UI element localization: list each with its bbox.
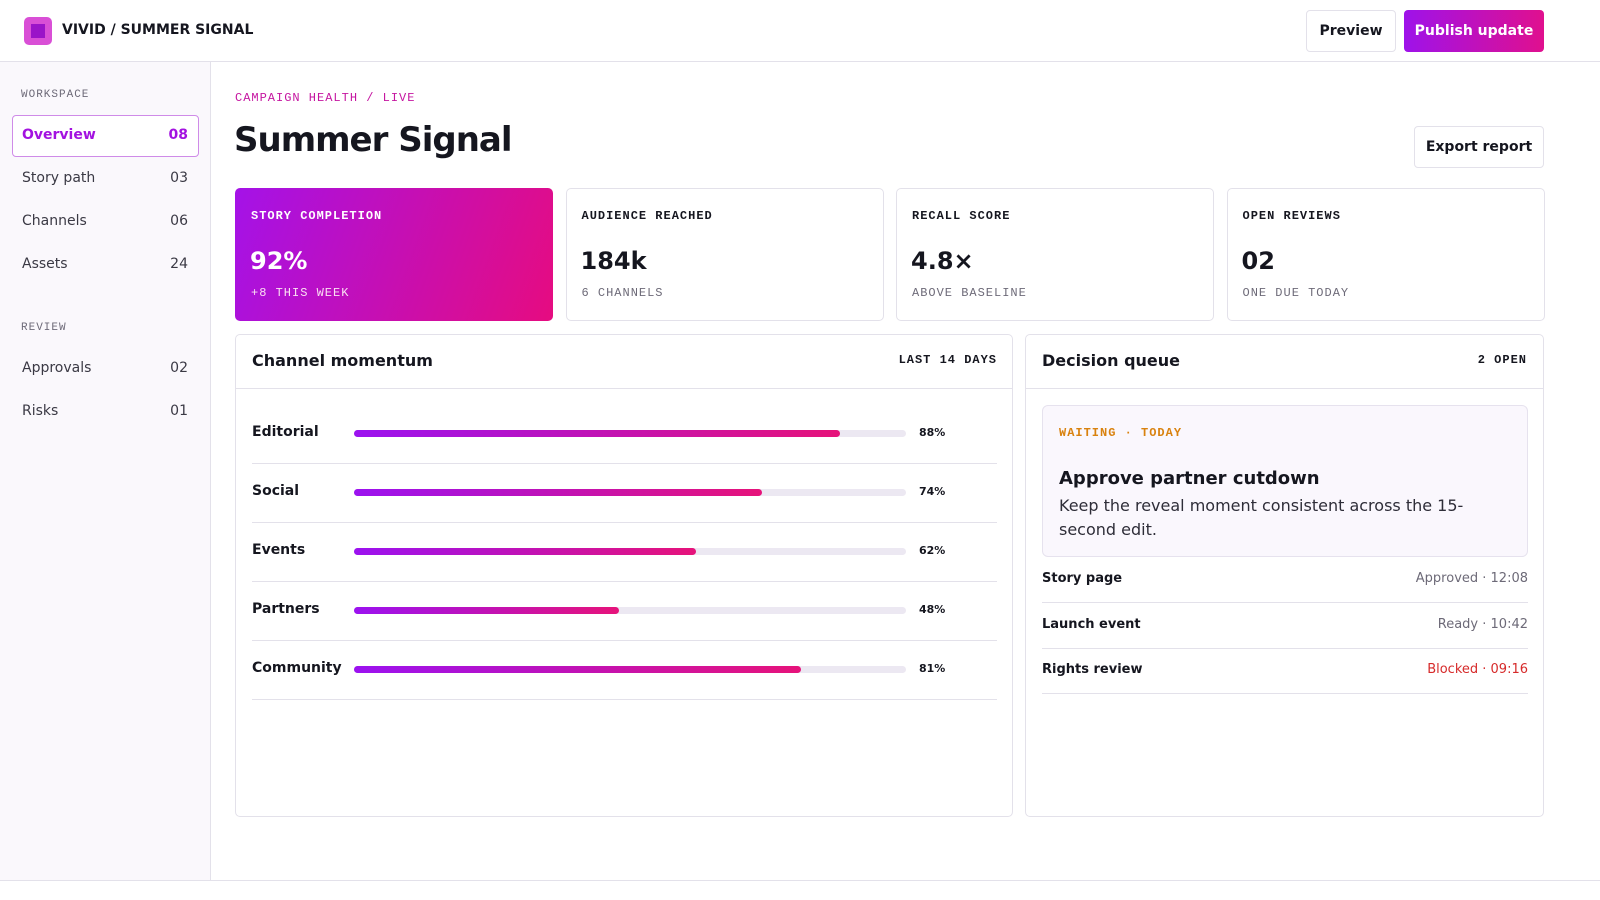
card-text: Keep the reveal moment consistent across… — [1059, 496, 1464, 539]
row-divider — [1042, 647, 1528, 649]
stat-card — [1226, 188, 1545, 321]
stat-value: 02 — [1241, 247, 1275, 275]
page-title: Summer Signal — [234, 120, 512, 160]
nav-count: 03 — [170, 170, 188, 186]
stat-note: +8 THIS WEEK — [251, 286, 350, 300]
brand: VIVID / SUMMER SIGNAL — [62, 22, 254, 38]
channel-name: Partners — [252, 601, 320, 617]
row-divider — [252, 581, 997, 582]
nav-item[interactable]: Assets — [22, 256, 68, 272]
nav-group-title: REVIEW — [21, 322, 67, 334]
panel-meta: LAST 14 DAYS — [898, 353, 997, 367]
bar — [354, 666, 802, 673]
bar — [354, 607, 619, 614]
preview-button[interactable]: Preview — [1306, 10, 1396, 52]
stat-value: 4.8× — [911, 247, 974, 275]
channel-name: Editorial — [252, 424, 319, 440]
stat-value: 92% — [250, 247, 308, 275]
export-button[interactable]: Export report — [1414, 126, 1544, 168]
queue-status: Blocked · 09:16 — [1427, 662, 1528, 677]
stat-note: 6 CHANNELS — [581, 286, 664, 300]
momentum-panel — [235, 334, 1013, 817]
stat-label: OPEN REVIEWS — [1242, 209, 1341, 223]
value-label: 74% — [919, 485, 946, 498]
stat-label: STORY COMPLETION — [251, 209, 383, 223]
value-label: 48% — [919, 603, 946, 616]
sidebar — [0, 62, 211, 880]
nav-item[interactable]: Approvals — [22, 360, 92, 376]
topbar — [0, 0, 1600, 62]
value-label: 62% — [919, 544, 946, 557]
panel-title: Channel momentum — [252, 351, 433, 370]
stat-value: 184k — [580, 247, 647, 275]
channel-name: Community — [252, 660, 342, 676]
row-divider — [252, 699, 997, 700]
panel-divider — [1026, 388, 1543, 389]
panel-divider — [236, 388, 1012, 389]
eyebrow: CAMPAIGN HEALTH / LIVE — [235, 91, 416, 105]
card-title: Approve partner cutdown — [1059, 468, 1320, 489]
row-divider — [252, 522, 997, 523]
nav-item[interactable]: Risks — [22, 403, 59, 419]
row-divider — [1042, 693, 1528, 694]
bar — [354, 489, 763, 496]
row-divider — [1042, 602, 1528, 603]
decision-card[interactable] — [1042, 405, 1528, 557]
card-tag: WAITING · TODAY — [1059, 426, 1183, 440]
value-label: 81% — [919, 662, 946, 675]
queue-status: Ready · 10:42 — [1437, 616, 1528, 632]
queue-name: Story page — [1042, 571, 1123, 586]
nav-active[interactable] — [12, 115, 199, 157]
queue-name: Launch event — [1042, 616, 1141, 632]
nav-count: 01 — [170, 403, 188, 419]
stat-label: RECALL SCORE — [912, 209, 1011, 223]
queue-status: Approved · 12:08 — [1415, 571, 1528, 586]
row-divider — [252, 463, 997, 464]
stat-card — [896, 188, 1214, 321]
bar — [354, 430, 840, 437]
nav-item[interactable]: Story path — [22, 170, 96, 186]
footer-line — [0, 880, 1600, 881]
stat-card — [565, 188, 884, 321]
stat-note: ONE DUE TODAY — [1242, 286, 1350, 300]
nav-item[interactable]: Channels — [22, 213, 87, 229]
nav-item[interactable]: Overview — [22, 127, 96, 143]
stat-card — [235, 188, 553, 321]
nav-count: 08 — [168, 127, 188, 143]
logo — [24, 17, 52, 45]
channel-name: Social — [252, 483, 300, 499]
nav-count: 24 — [170, 256, 188, 272]
channel-name: Events — [252, 542, 306, 558]
row-divider — [252, 640, 997, 641]
bar — [354, 548, 697, 555]
nav-count: 06 — [170, 213, 188, 229]
value-label: 88% — [919, 426, 946, 439]
nav-group-title: WORKSPACE — [21, 89, 90, 101]
stat-note: ABOVE BASELINE — [912, 286, 1027, 300]
stat-label: AUDIENCE REACHED — [581, 209, 713, 223]
panel-meta: 2 OPEN — [1477, 353, 1527, 367]
bar-track — [354, 607, 906, 614]
queue-name: Rights review — [1042, 662, 1143, 677]
panel-title: Decision queue — [1042, 351, 1180, 370]
nav-count: 02 — [170, 360, 188, 376]
publish-button[interactable]: Publish update — [1404, 10, 1544, 52]
